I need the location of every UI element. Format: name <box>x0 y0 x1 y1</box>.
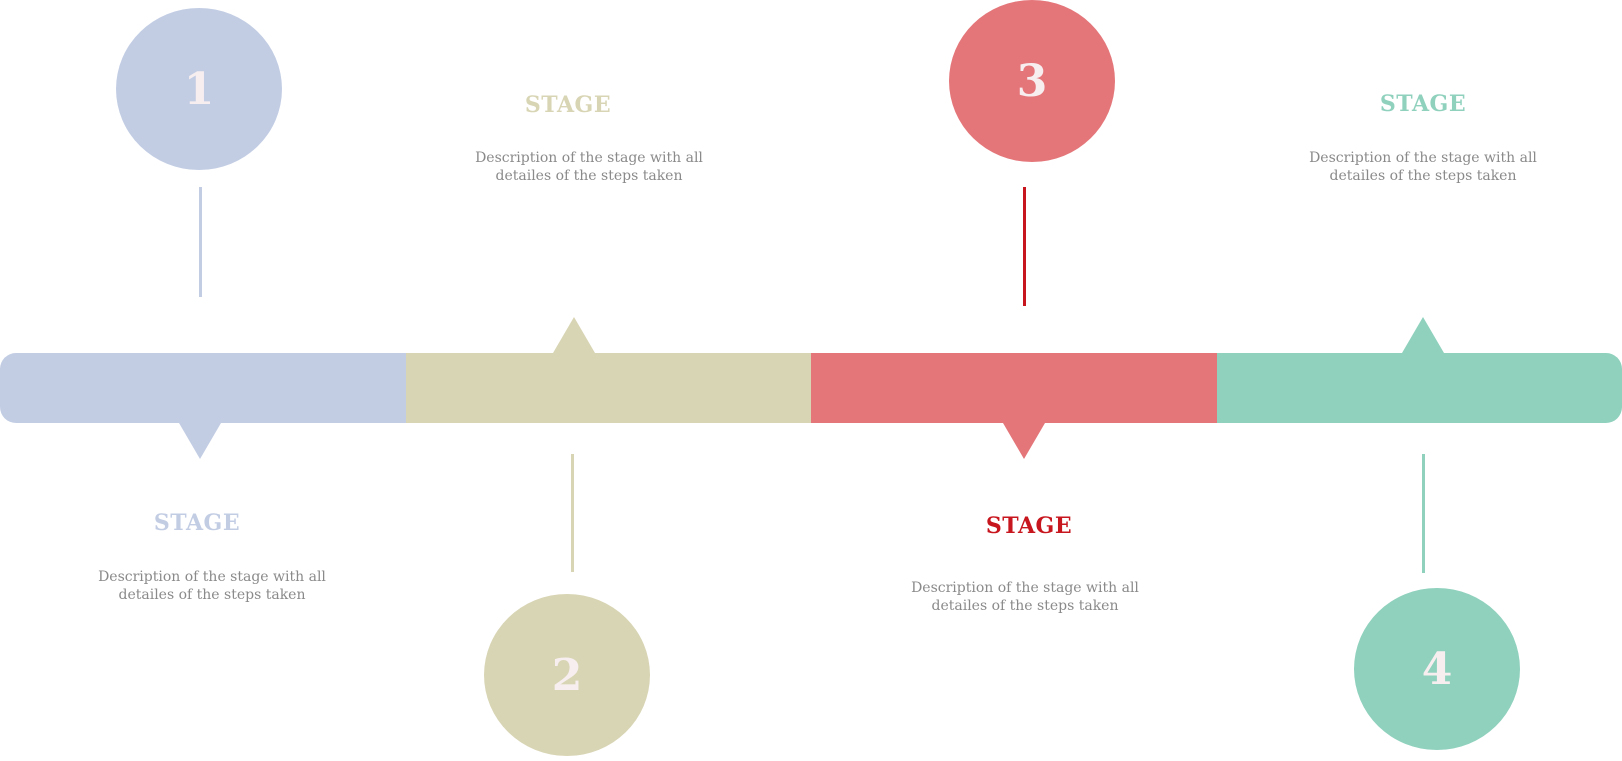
stage-3-title: STAGE <box>985 513 1073 539</box>
stage-4-title: STAGE <box>1379 91 1467 117</box>
stage-2-number-circle: 2 <box>484 594 650 756</box>
stage-3-pointer <box>1003 423 1045 459</box>
timeline-segment-2 <box>405 353 811 423</box>
stage-4-number: 4 <box>1421 643 1453 695</box>
timeline-segment-1 <box>0 353 406 423</box>
stage-4-description: Description of the stage with all detail… <box>1309 150 1537 184</box>
stage-3-number: 3 <box>1016 55 1048 107</box>
timeline-bar <box>0 353 1622 423</box>
stage-2-title: STAGE <box>524 92 612 118</box>
stage-3-connector <box>1023 187 1026 306</box>
stage-2-description: Description of the stage with all detail… <box>475 150 703 184</box>
stage-3-description: Description of the stage with all detail… <box>911 580 1139 614</box>
stage-4-connector <box>1422 454 1425 573</box>
stage-1-title: STAGE <box>153 510 241 536</box>
stage-1-number: 1 <box>183 63 215 115</box>
timeline-segment-3 <box>811 353 1217 423</box>
stage-1-description: Description of the stage with all detail… <box>98 569 326 603</box>
stage-1-connector <box>199 187 202 297</box>
timeline-segment-4 <box>1216 353 1622 423</box>
stage-4-number-circle: 4 <box>1354 588 1520 750</box>
stage-3-number-circle: 3 <box>949 0 1115 162</box>
stage-1-pointer <box>179 423 221 459</box>
stage-2-connector <box>571 454 574 572</box>
stage-4-pointer <box>1402 317 1444 353</box>
stage-2-number: 2 <box>551 649 583 701</box>
stage-1-number-circle: 1 <box>116 8 282 170</box>
stage-2-pointer <box>553 317 595 353</box>
